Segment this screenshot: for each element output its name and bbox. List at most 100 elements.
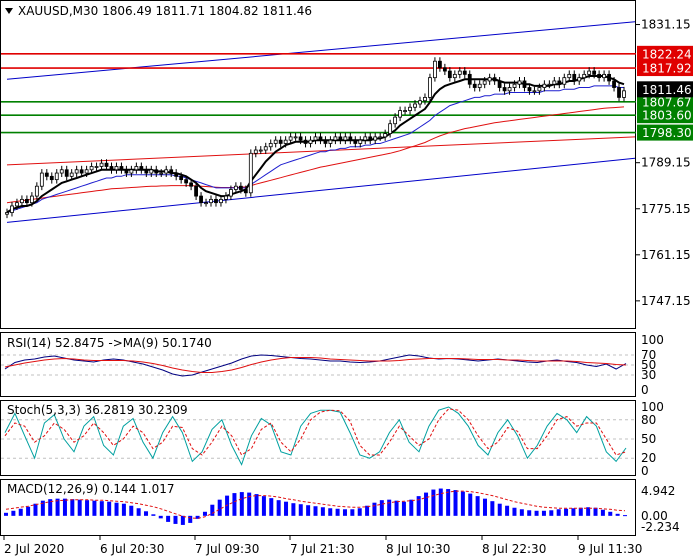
candle-body bbox=[199, 195, 203, 204]
macd-bar bbox=[195, 515, 200, 519]
candle-body bbox=[452, 73, 457, 79]
candle-body bbox=[34, 185, 39, 197]
macd-bar bbox=[342, 509, 347, 516]
candle-body bbox=[184, 179, 189, 184]
candle-body bbox=[542, 83, 547, 88]
osc-axis-label: 70 bbox=[641, 348, 656, 362]
support-level-label: 1807.67 bbox=[642, 95, 692, 109]
macd-bar bbox=[180, 515, 185, 525]
candle-body bbox=[383, 133, 388, 138]
resistance-level-label: 1817.92 bbox=[642, 62, 692, 76]
macd-bar bbox=[541, 510, 546, 516]
macd-bar bbox=[497, 503, 502, 516]
candle-body bbox=[622, 90, 626, 98]
osc-axis-label: 0 bbox=[641, 383, 649, 397]
candle-body bbox=[124, 169, 129, 174]
candle-body bbox=[413, 103, 417, 108]
candle-body bbox=[258, 149, 263, 152]
osc-axis-label: 100 bbox=[641, 333, 664, 347]
candle-body bbox=[20, 198, 24, 204]
candle-body bbox=[5, 212, 9, 215]
candle-body bbox=[348, 136, 353, 141]
time-axis-label: 7 Jul 09:30 bbox=[195, 542, 259, 556]
candle-body bbox=[403, 110, 407, 112]
upper-channel-trendline bbox=[6, 21, 636, 80]
rsi-panel-frame bbox=[0, 332, 636, 397]
candle-body bbox=[557, 80, 562, 85]
candle-body bbox=[114, 166, 119, 171]
candle-body bbox=[497, 80, 502, 88]
macd-bar bbox=[519, 509, 524, 516]
candle-body bbox=[363, 136, 368, 141]
candle-body bbox=[169, 169, 174, 174]
macd-bar bbox=[556, 509, 561, 516]
macd-bar bbox=[18, 508, 23, 516]
macd-bar bbox=[409, 499, 414, 516]
macd-bar bbox=[527, 510, 532, 516]
macd-panel[interactable]: 4.942 0.00-2.234 bbox=[4, 484, 680, 534]
candle-body bbox=[492, 77, 497, 82]
macd-bar bbox=[136, 508, 141, 516]
macd-bar bbox=[431, 489, 436, 516]
osc-axis-label: 0 bbox=[641, 464, 649, 478]
candle-body bbox=[298, 136, 303, 141]
macd-bar bbox=[298, 504, 303, 516]
candle-body bbox=[333, 136, 338, 141]
macd-header: MACD(12,26,9) 0.144 1.017 bbox=[7, 482, 174, 496]
time-axis: 2 Jul 2020 6 Jul 20:30 7 Jul 09:30 7 Jul 21… bbox=[3, 536, 642, 556]
osc-axis-label: 30 bbox=[641, 368, 656, 382]
candle-body bbox=[447, 70, 452, 79]
macd-bar bbox=[416, 496, 421, 516]
macd-bar bbox=[11, 510, 16, 516]
candle-body bbox=[408, 106, 412, 111]
macd-bar bbox=[505, 505, 510, 516]
candle-body bbox=[547, 83, 552, 86]
resistance-level-label: 1822.24 bbox=[642, 47, 692, 61]
macd-bar bbox=[608, 511, 613, 516]
macd-axis-label: 4.942 bbox=[641, 484, 675, 498]
macd-bar bbox=[291, 503, 296, 516]
osc-axis-label: 80 bbox=[641, 413, 656, 427]
candle-body bbox=[273, 139, 278, 144]
candle-body bbox=[10, 205, 14, 213]
candle-body bbox=[323, 139, 328, 144]
macd-bar bbox=[534, 510, 539, 516]
price-panel[interactable]: 1831.15 1789.15 1775.15 1761.15 1747.15 1822.… bbox=[1, 18, 693, 308]
macd-bar bbox=[166, 515, 171, 522]
price-axis-label: 1761.15 bbox=[641, 248, 691, 262]
candle-body bbox=[527, 87, 532, 92]
candle-body bbox=[522, 80, 527, 88]
candle-body bbox=[54, 172, 59, 181]
macd-bar bbox=[239, 492, 244, 516]
candle-body bbox=[602, 73, 606, 79]
candle-body bbox=[373, 136, 378, 141]
macd-bar bbox=[40, 500, 45, 516]
macd-bar bbox=[438, 488, 443, 516]
last-price-tag bbox=[637, 81, 693, 98]
candle-body bbox=[164, 169, 169, 174]
osc-axis-label: 50 bbox=[641, 432, 656, 446]
macd-bar bbox=[320, 507, 325, 516]
candle-body bbox=[204, 202, 208, 205]
macd-bar bbox=[578, 507, 583, 516]
candle-body bbox=[517, 80, 522, 85]
candle-body bbox=[572, 73, 577, 82]
candle-body bbox=[139, 166, 144, 171]
time-axis-label: 2 Jul 2020 bbox=[4, 542, 64, 556]
dropdown-triangle-icon[interactable] bbox=[5, 8, 13, 14]
candle-body bbox=[442, 67, 447, 72]
candle-body bbox=[587, 70, 592, 75]
support-level-tag bbox=[637, 107, 693, 124]
time-axis-label: 8 Jul 22:30 bbox=[482, 542, 546, 556]
support-level-label: 1798.30 bbox=[642, 126, 692, 140]
candle-body bbox=[154, 169, 159, 174]
price-axis-label: 1789.15 bbox=[641, 156, 691, 170]
macd-bar bbox=[586, 507, 591, 516]
macd-bar bbox=[482, 498, 487, 516]
time-axis-label: 8 Jul 10:30 bbox=[386, 542, 450, 556]
candle-body bbox=[582, 73, 587, 79]
macd-bar bbox=[129, 505, 134, 516]
